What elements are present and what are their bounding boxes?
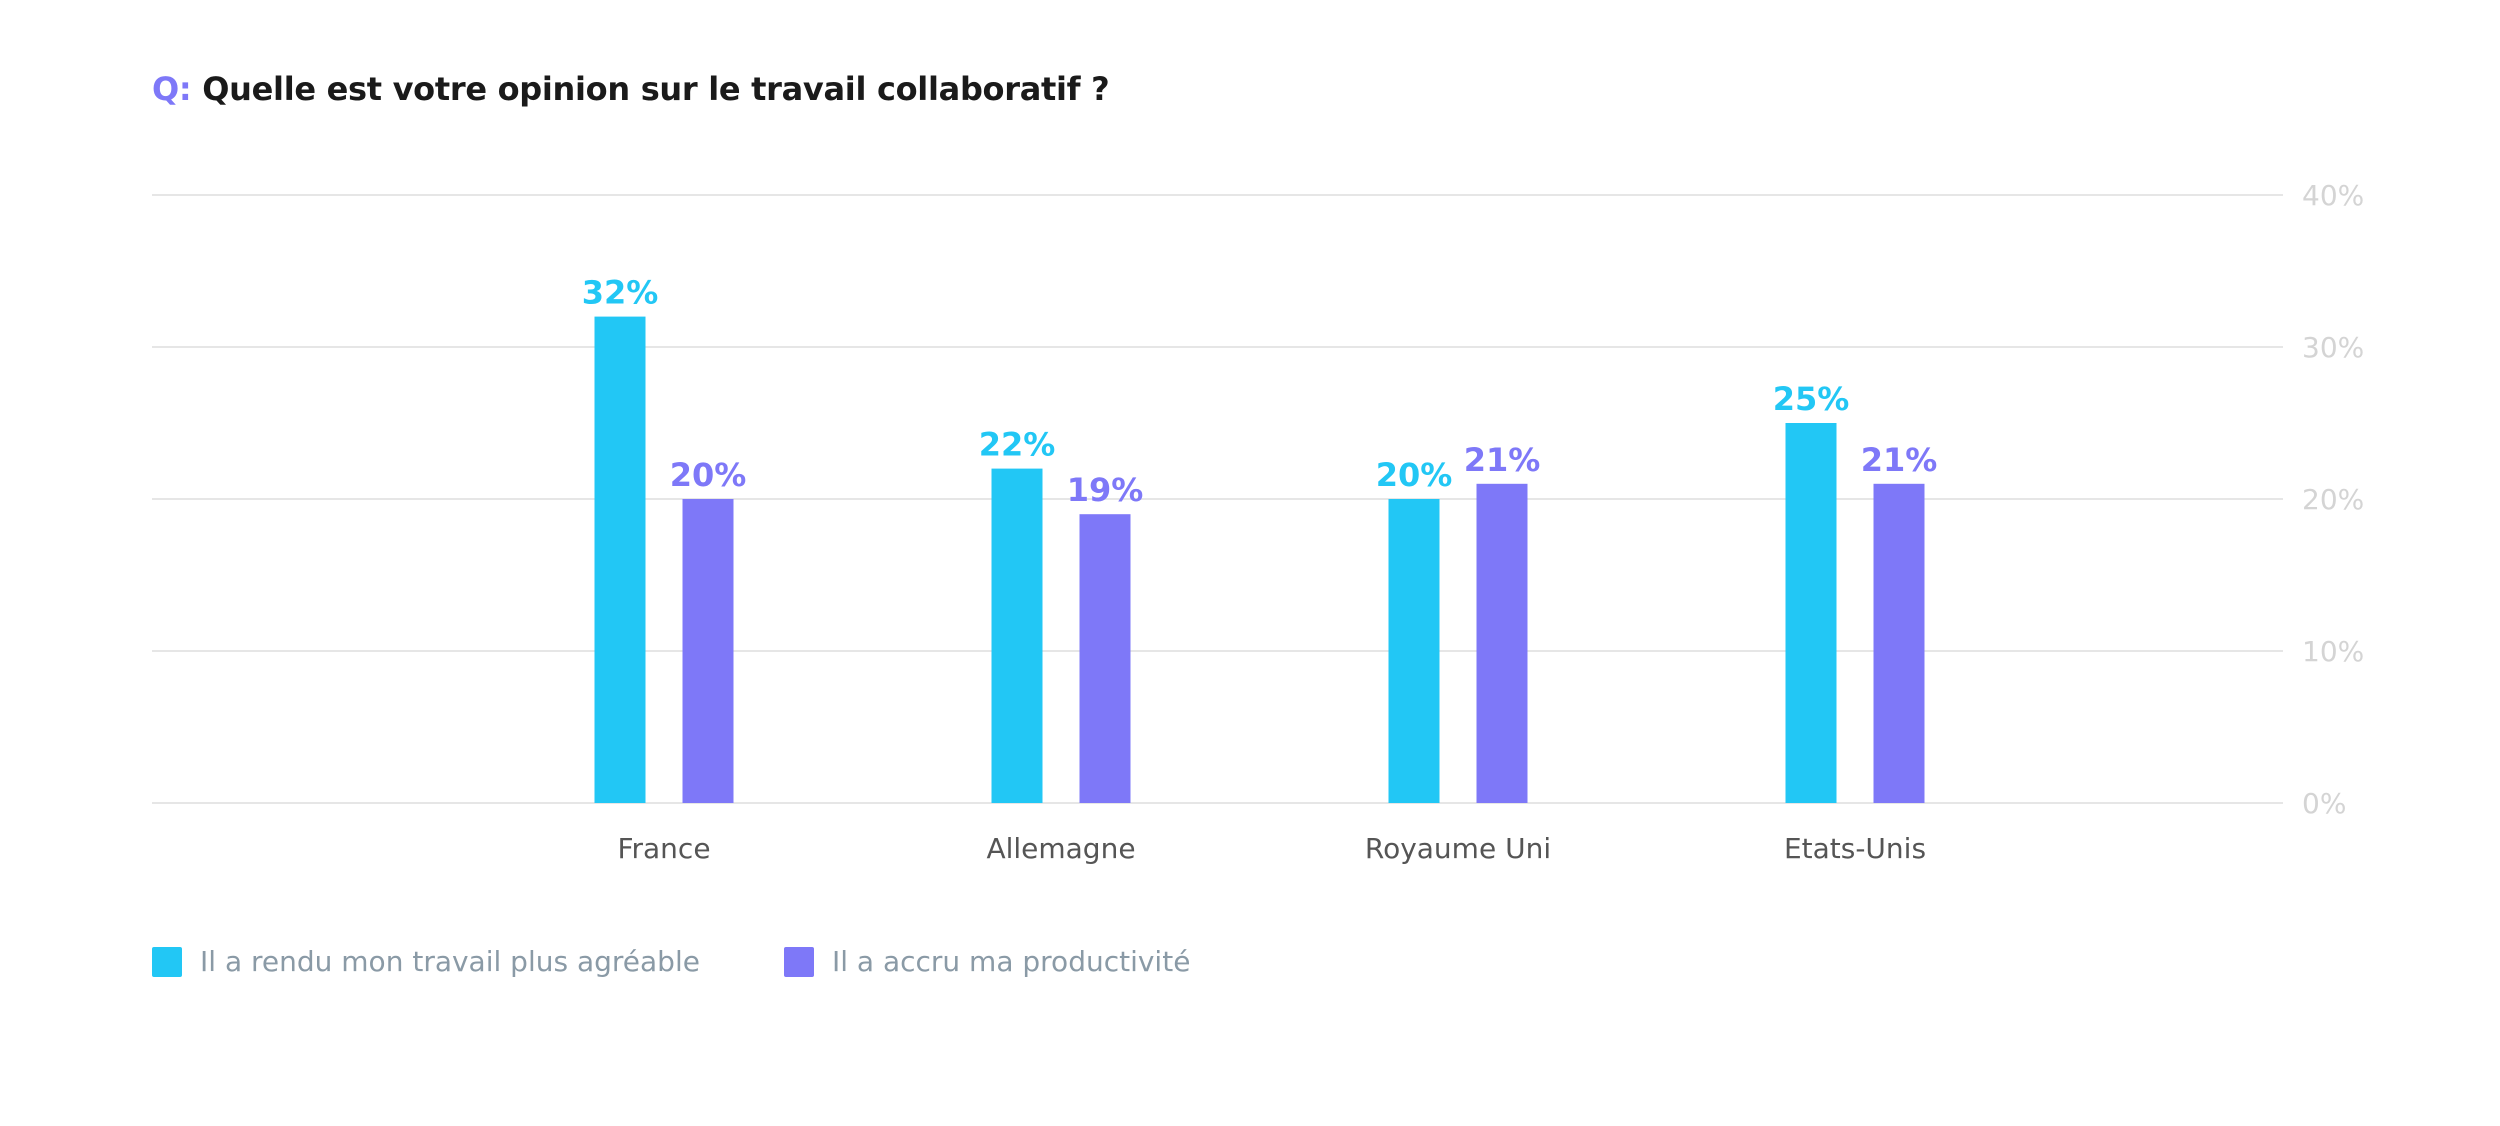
legend-item-series-1: Il a rendu mon travail plus agréable (152, 945, 700, 978)
data-label: 22% (979, 426, 1056, 464)
bar (1388, 499, 1440, 803)
chart-question: Q: Quelle est votre opinion sur le trava… (152, 70, 1110, 108)
bar (1873, 483, 1925, 803)
category-label: Etats-Unis (1784, 832, 1926, 865)
data-label: 32% (582, 274, 659, 312)
y-tick-label: 20% (2302, 483, 2364, 516)
data-label: 20% (670, 456, 747, 494)
y-tick-label: 40% (2302, 179, 2364, 212)
legend-swatch-series-2 (783, 946, 814, 977)
data-label: 21% (1464, 441, 1541, 479)
data-label: 21% (1861, 441, 1938, 479)
bar (991, 468, 1043, 803)
category-label: Royaume Uni (1365, 832, 1551, 865)
legend-label-series-2: Il a accru ma productivité (831, 945, 1191, 978)
bar (594, 316, 646, 803)
legend-label-series-1: Il a rendu mon travail plus agréable (200, 945, 700, 978)
bar (682, 499, 734, 803)
data-label: 25% (1773, 380, 1850, 418)
bar (1785, 423, 1837, 803)
y-tick-label: 0% (2302, 787, 2346, 820)
category-label: Allemagne (986, 832, 1135, 865)
legend-item-series-2: Il a accru ma productivité (783, 945, 1191, 978)
y-tick-label: 10% (2302, 635, 2364, 668)
question-prefix: Q: (152, 70, 192, 108)
data-label: 19% (1067, 471, 1144, 509)
y-tick-label: 30% (2302, 331, 2364, 364)
category-label: France (617, 832, 710, 865)
chart-legend: Il a rendu mon travail plus agréable Il … (152, 945, 1274, 978)
bar (1079, 514, 1131, 803)
bar (1476, 483, 1528, 803)
legend-swatch-series-1 (152, 946, 182, 977)
data-label: 20% (1376, 456, 1453, 494)
question-text: Quelle est votre opinion sur le travail … (202, 70, 1110, 108)
